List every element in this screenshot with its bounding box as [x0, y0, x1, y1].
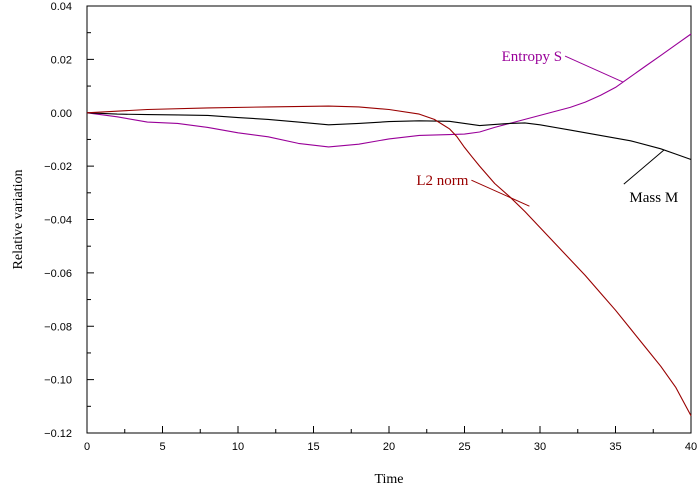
y-tick-label: −0.10 [44, 375, 72, 387]
series-annotation-label: Entropy S [502, 49, 562, 65]
y-tick-label: −0.04 [44, 215, 72, 227]
annotation-leader-line [623, 149, 665, 185]
x-tick-label: 40 [685, 441, 697, 453]
y-tick-label: −0.08 [44, 321, 72, 333]
x-tick-label: 15 [307, 441, 319, 453]
series-layer [86, 33, 692, 416]
x-tick-label: 10 [232, 441, 244, 453]
series-line-mass-m [86, 112, 692, 161]
y-tick-label: 0.02 [51, 54, 72, 66]
series-annotation-label: Mass M [629, 190, 678, 206]
x-tick-label: 5 [159, 441, 165, 453]
plot-border [86, 5, 692, 434]
series-line-l2-norm [86, 105, 692, 416]
y-tick-label: −0.12 [44, 428, 72, 440]
y-axis-title: Relative variation [11, 170, 26, 270]
series-line-entropy-s [86, 33, 692, 148]
y-axis-ticks: 0.04 0.02 0.00 −0.02 −0.04 −0.06 −0.08 −0.10 −0.… [44, 1, 94, 440]
x-axis-ticks: 0 5 10 15 20 25 30 35 40 [84, 426, 697, 453]
plot-frame [86, 5, 692, 434]
y-tick-label: −0.02 [44, 161, 72, 173]
x-tick-label: 30 [534, 441, 546, 453]
x-tick-label: 35 [609, 441, 621, 453]
x-tick-label: 20 [383, 441, 395, 453]
y-tick-label: 0.04 [51, 1, 72, 13]
series-annotation-label: L2 norm [416, 173, 468, 189]
annotation-leader-line [471, 179, 530, 207]
y-tick-label: 0.00 [51, 108, 72, 120]
annotation-layer: Entropy S Mass M L2 norm [416, 49, 678, 207]
y-tick-label: −0.06 [44, 268, 72, 280]
x-tick-label: 25 [458, 441, 470, 453]
x-axis-title: Time [374, 472, 403, 487]
x-tick-label: 0 [84, 441, 90, 453]
annotation-leader-line [564, 55, 624, 83]
